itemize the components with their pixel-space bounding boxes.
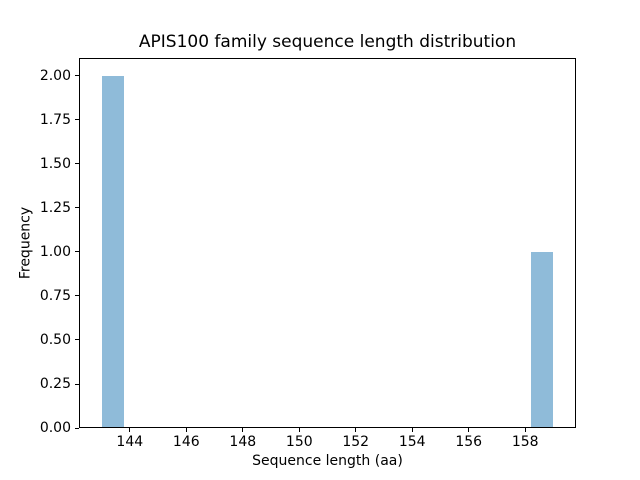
y-tick-label: 0.00: [39, 420, 71, 436]
y-tick-mark: [75, 383, 79, 385]
x-tick-mark: [129, 428, 131, 432]
y-tick-mark: [75, 119, 79, 121]
y-tick-label: 1.00: [39, 243, 71, 260]
y-tick-mark: [75, 427, 79, 429]
x-tick-label: 150: [285, 434, 313, 450]
x-tick-label: 148: [229, 434, 257, 450]
y-tick-label: 0.50: [39, 331, 71, 348]
y-tick-label: 0.75: [39, 287, 71, 304]
x-tick-mark: [468, 428, 470, 432]
y-tick-mark: [75, 295, 79, 297]
y-tick-mark: [75, 251, 79, 253]
x-tick-mark: [524, 428, 526, 432]
x-axis-label: Sequence length (aa): [252, 453, 403, 469]
x-tick-label: 146: [172, 434, 200, 450]
histogram-bar: [530, 251, 554, 427]
x-tick-label: 156: [455, 434, 483, 450]
y-tick-label: 1.25: [39, 199, 71, 216]
y-tick-label: 1.50: [39, 155, 71, 172]
x-tick-label: 152: [342, 434, 370, 450]
x-tick-mark: [185, 428, 187, 432]
x-tick-mark: [242, 428, 244, 432]
y-axis-label: Frequency: [17, 206, 34, 280]
chart-title: APIS100 family sequence length distribut…: [138, 32, 517, 52]
x-tick-label: 144: [116, 434, 144, 450]
y-tick-mark: [75, 339, 79, 341]
y-tick-mark: [75, 163, 79, 165]
histogram-bar: [101, 75, 125, 427]
y-tick-mark: [75, 75, 79, 77]
x-tick-mark: [355, 428, 357, 432]
y-tick-label: 1.75: [39, 111, 71, 128]
x-tick-mark: [298, 428, 300, 432]
x-tick-label: 158: [511, 434, 539, 450]
x-tick-label: 154: [398, 434, 426, 450]
y-tick-label: 2.00: [39, 67, 71, 84]
y-tick-label: 0.25: [39, 376, 71, 392]
plot-area: [79, 58, 576, 428]
y-tick-mark: [75, 207, 79, 209]
x-tick-mark: [411, 428, 413, 432]
